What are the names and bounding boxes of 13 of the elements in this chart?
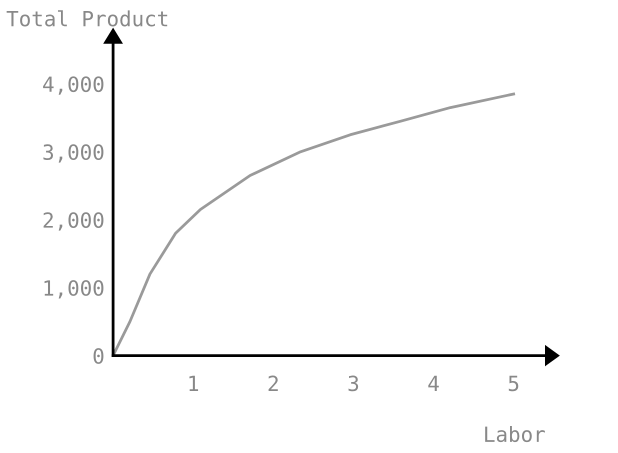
y-tick-label: 1,000 [44,280,104,299]
x-tick-label: 2 [268,376,278,391]
x-tick-label: 3 [348,376,358,392]
x-axis-title: Labor [485,426,545,442]
x-tick-label: 1 [189,376,198,391]
y-tick-label: 4,000 [43,76,104,95]
y-tick-label: 2,000 [44,212,104,231]
x-tick-label: 5 [508,376,518,392]
line-series [113,92,516,356]
y-tick-label: 0 [94,348,104,364]
y-tick-label: 3,000 [43,144,104,163]
x-tick-label: 4 [428,376,439,391]
y-axis-title: Total Product [6,10,168,26]
